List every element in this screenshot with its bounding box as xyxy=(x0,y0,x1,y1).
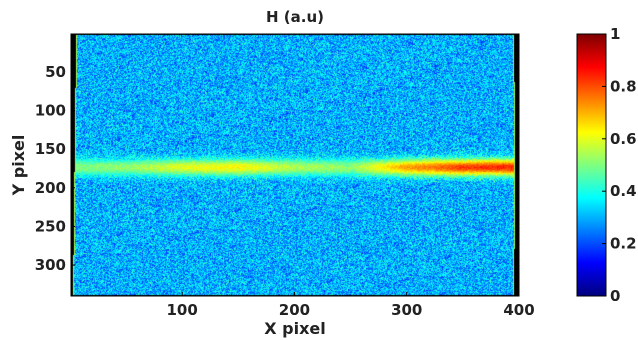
colorbar-gradient xyxy=(577,34,606,296)
plot-area-frame xyxy=(70,33,520,297)
y-tick-label: 150 xyxy=(35,140,66,158)
colorbar-ticks: 0 0.2 0.4 0.6 0.8 1 xyxy=(602,25,637,305)
x-tick-label: 100 xyxy=(167,301,198,319)
y-tick-label: 50 xyxy=(45,63,66,81)
colorbar-frame xyxy=(576,33,607,297)
x-tick-label: 200 xyxy=(279,301,310,319)
colorbar-tick-label: 0.2 xyxy=(610,235,637,253)
colorbar-tick-label: 0.4 xyxy=(610,182,637,200)
colorbar-tick-label: 0 xyxy=(610,287,620,305)
y-tick-label: 250 xyxy=(35,217,66,235)
x-axis-ticks: 100 200 300 400 xyxy=(167,292,535,319)
colorbar-tick-label: 1 xyxy=(610,25,620,43)
chart-title: H (a.u) xyxy=(266,8,324,26)
y-tick-label: 200 xyxy=(35,179,66,197)
colorbar-tick-label: 0.8 xyxy=(610,77,637,95)
x-axis-label: X pixel xyxy=(264,319,326,338)
colorbar-tick-label: 0.6 xyxy=(610,130,637,148)
y-tick-label: 300 xyxy=(35,256,66,274)
x-tick-label: 300 xyxy=(391,301,422,319)
y-axis-label: Y pixel xyxy=(9,135,28,197)
y-tick-label: 100 xyxy=(35,102,66,120)
y-axis-ticks: 50 100 150 200 250 300 xyxy=(35,63,75,274)
x-tick-label: 400 xyxy=(503,301,534,319)
heatmap-image xyxy=(71,34,519,296)
